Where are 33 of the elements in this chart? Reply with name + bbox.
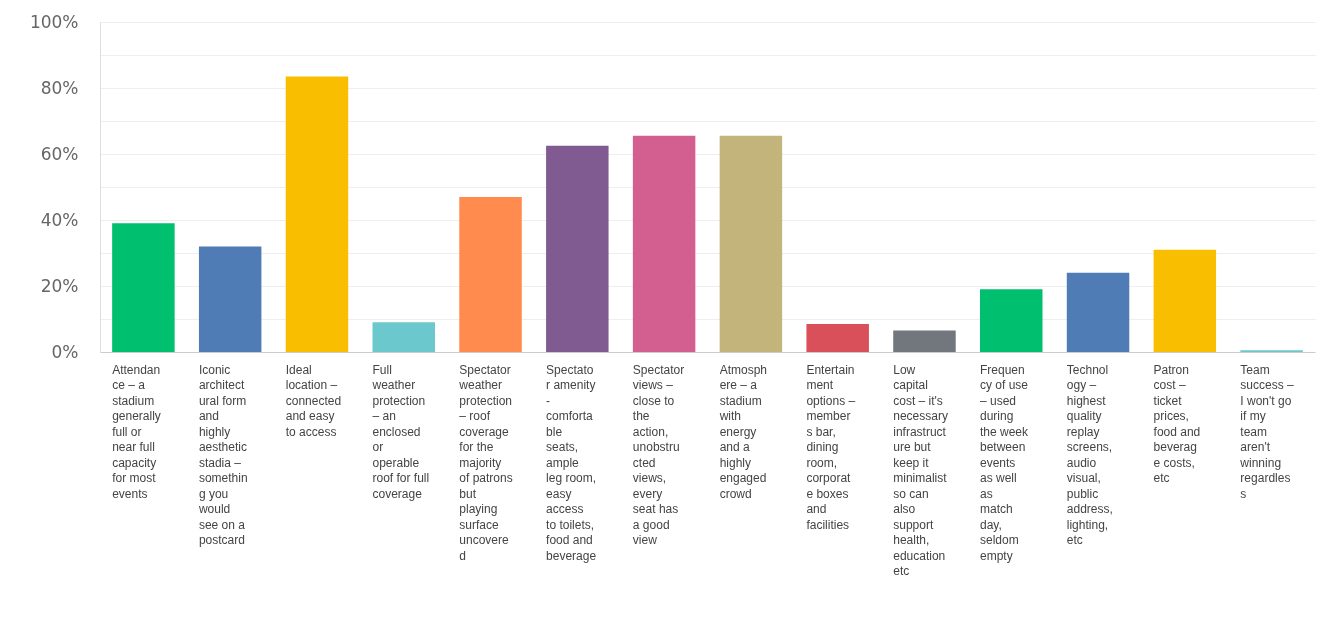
bar (285, 76, 349, 352)
bar (198, 246, 262, 352)
bar (980, 289, 1043, 352)
bar (372, 322, 435, 352)
category-label: Low capital cost – it's necessary infrastruct ure but keep it minimalist so can also support health, education etc (893, 362, 948, 578)
bar (459, 196, 522, 352)
category-label: Iconic architect ural form and highly aesthetic stadia – somethin g you would see on a postcard (198, 362, 248, 547)
bar (546, 145, 609, 352)
x-tick-label: Ideal location – connected and easy to access (285, 362, 342, 439)
category-label: Atmosph ere – a stadium with energy and a highly engaged crowd (719, 362, 768, 501)
category-label: Spectato r amenity - comforta ble seats, ample leg room, easy access to toilets, food and beverage (546, 362, 597, 563)
category-label: Frequen cy of use – used during the week between events as well as match day, seldom empty (980, 362, 1029, 563)
bar (893, 330, 956, 352)
category-label: Entertain ment options – member s bar, dining room, corporat e boxes and facilities (806, 362, 856, 532)
bar (1153, 249, 1217, 352)
bar (1066, 272, 1130, 352)
category-label: Team success – I won't go if my team aren't winning regardles s (1240, 362, 1294, 501)
bar (806, 323, 869, 352)
y-tick-label: 60% (40, 143, 79, 164)
y-tick-label: 100% (29, 11, 79, 32)
category-label: Attendan ce – a stadium generally full or near full capacity for most events (112, 362, 161, 501)
x-tick-label: Patron cost – ticket prices, food and beverag e costs, etc (1153, 362, 1201, 485)
y-tick-label: 40% (40, 209, 79, 230)
y-tick-label: 0% (51, 341, 79, 362)
bar (112, 223, 175, 352)
category-label: Spectator weather protection – roof coverage for the majority of patrons but playing surface uncovere d (459, 362, 513, 563)
bar (632, 135, 696, 352)
y-tick-label: 80% (40, 77, 79, 98)
category-label: Spectator views – close to the action, unobstru cted views, every seat has a good view (632, 362, 685, 547)
category-label: Technol ogy – highest quality replay screens, audio visual, public address, lighting, etc (1066, 362, 1113, 547)
category-label: Full weather protection – an enclosed or operable roof for full coverage (372, 362, 430, 501)
y-tick-label: 20% (40, 275, 79, 296)
bar (719, 135, 783, 352)
